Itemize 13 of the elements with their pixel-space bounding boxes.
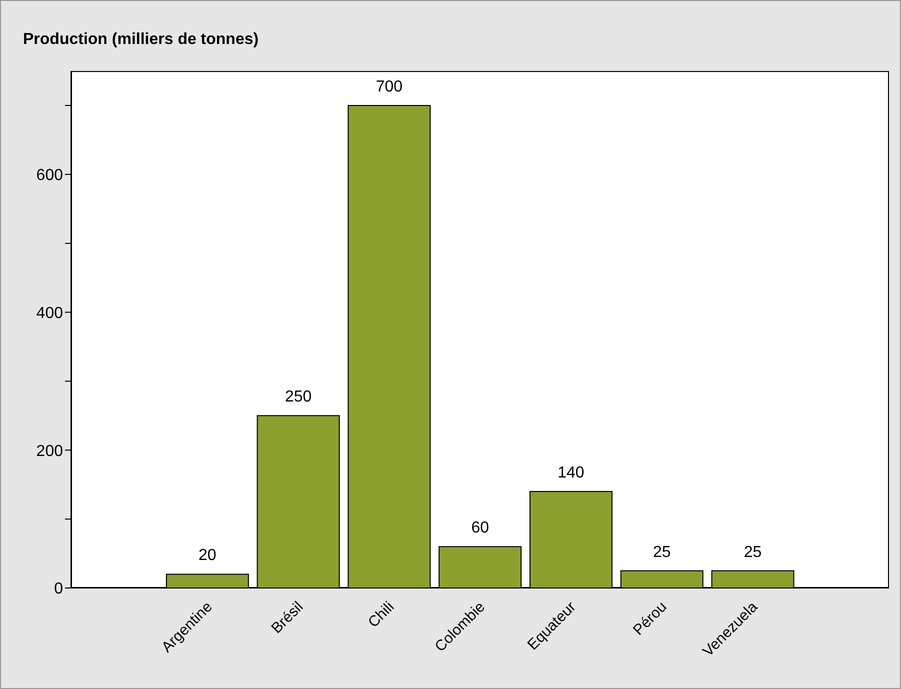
data-label: 25 — [652, 544, 671, 561]
data-label: 20 — [198, 547, 216, 564]
y-tick-label: 200 — [36, 442, 64, 460]
data-label: 700 — [376, 78, 403, 96]
data-label: 250 — [284, 388, 312, 406]
data-label: 60 — [471, 520, 490, 537]
y-tick-label: 600 — [36, 167, 64, 184]
chart-title: Production (milliers de tonnes) — [23, 31, 259, 49]
y-tick-label: 400 — [36, 304, 64, 322]
y-tick-label: 0 — [54, 580, 64, 598]
x-tick-label: Chili — [364, 598, 398, 632]
data-label: 25 — [744, 544, 762, 561]
data-label: 140 — [558, 464, 584, 482]
